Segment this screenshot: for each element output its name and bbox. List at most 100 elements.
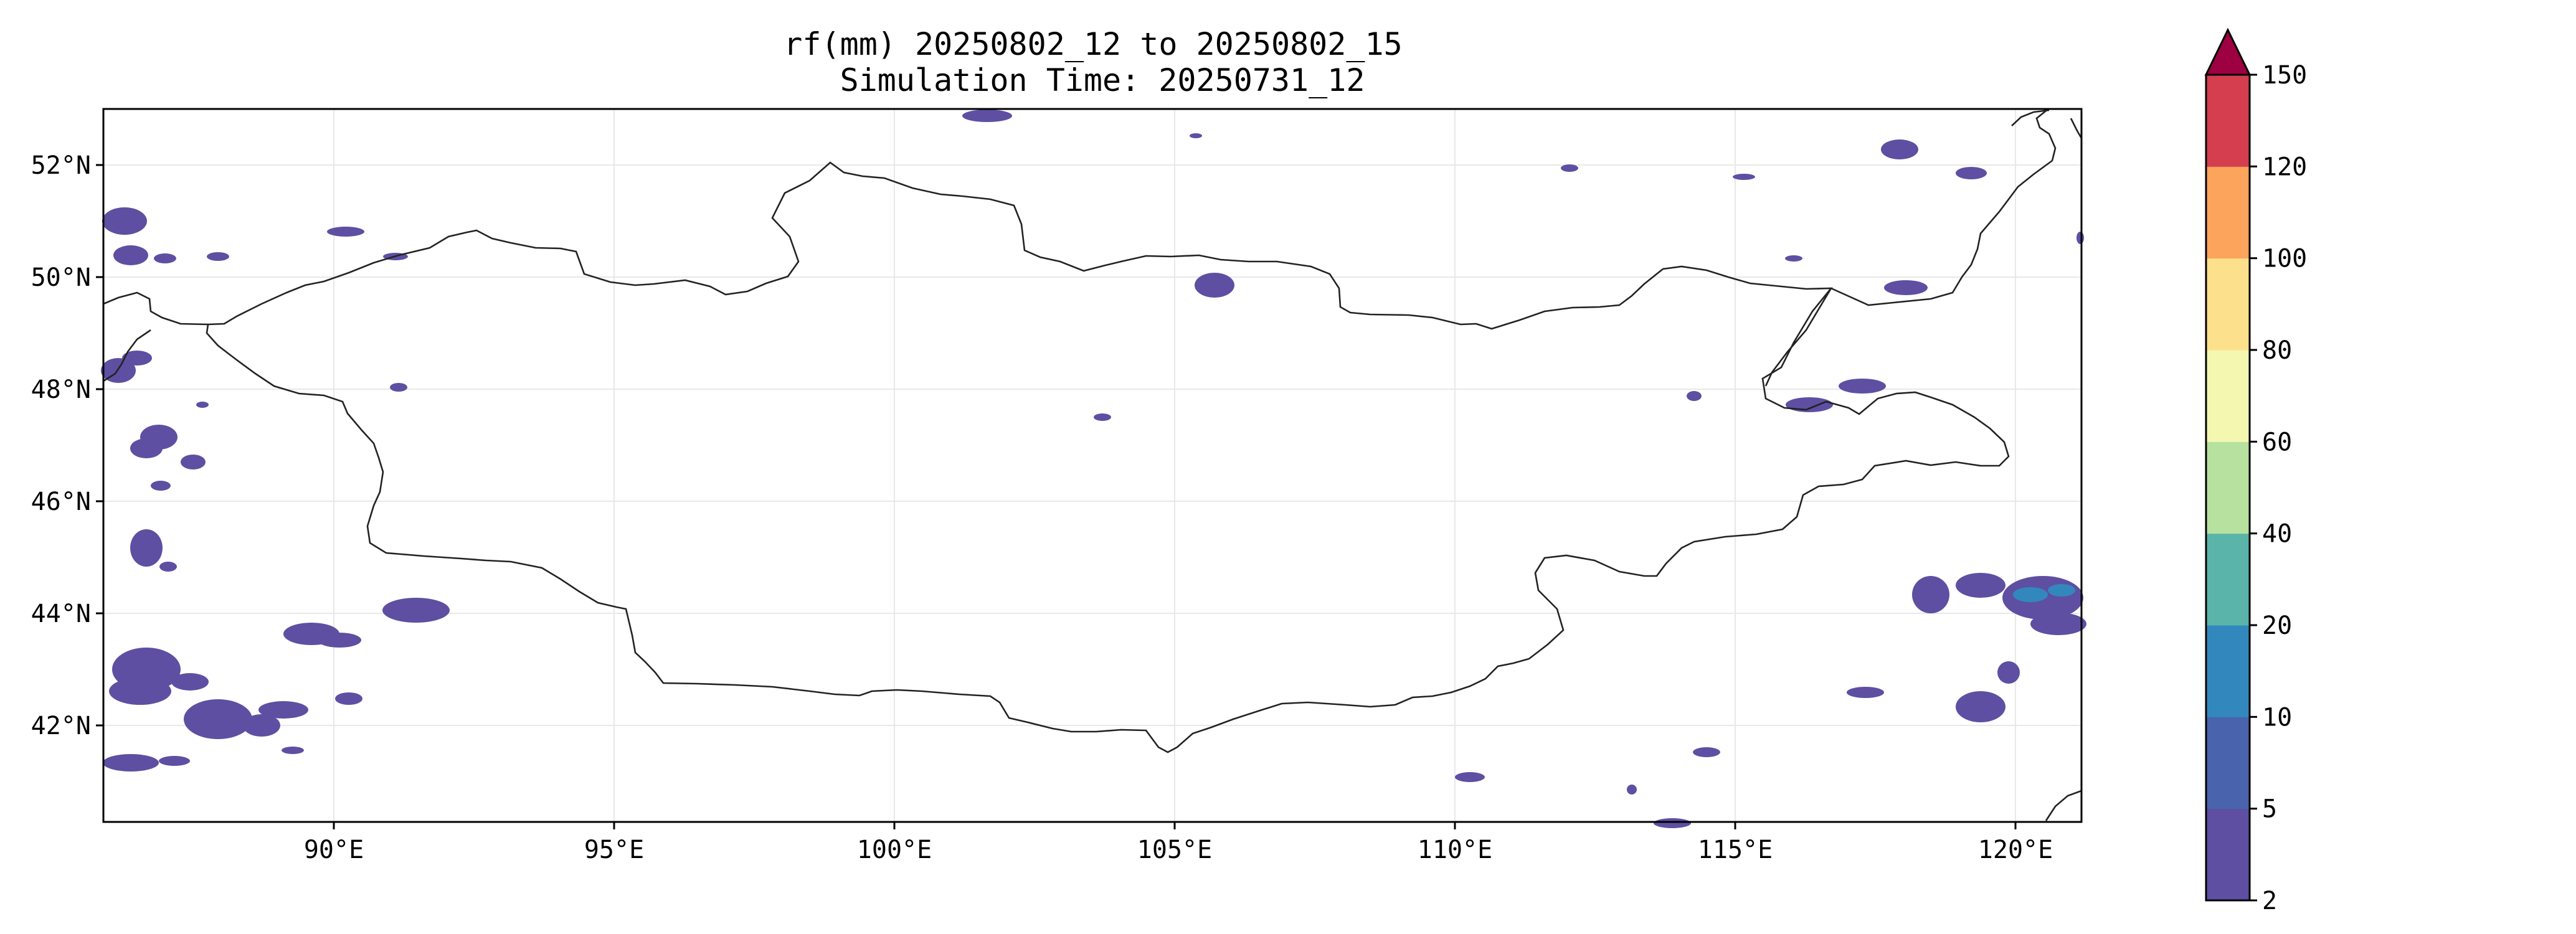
colorbar-segment	[2206, 441, 2250, 534]
colorbar-segment	[2206, 717, 2250, 809]
rain-patch	[159, 756, 190, 766]
colorbar-segment	[2206, 350, 2250, 442]
y-tick-label: 44°N	[31, 600, 91, 628]
colorbar-tick-label: 2	[2262, 887, 2277, 915]
colorbar: 2 5 10 20 40 60 80 100 120 150	[2204, 27, 2307, 915]
rain-patch	[1786, 397, 1833, 412]
rain-patch	[1956, 691, 2005, 722]
y-tick-label: 42°N	[31, 712, 91, 740]
x-tick-label: 90°E	[304, 836, 364, 864]
colorbar-tick-label: 60	[2262, 428, 2292, 456]
border-se-corner	[2045, 790, 2082, 821]
colorbar-tick-label: 10	[2262, 703, 2292, 732]
colorbar-tick-label: 20	[2262, 611, 2292, 640]
y-tick-label: 50°N	[31, 263, 91, 292]
colorbar-tick-label: 80	[2262, 336, 2292, 365]
border-ne-top	[2011, 109, 2050, 126]
rain-patch	[390, 383, 407, 392]
rain-patch	[2076, 232, 2084, 244]
colorbar-frame	[2205, 73, 2251, 902]
rain-patch	[1785, 255, 1802, 262]
colorbar-segment	[2206, 258, 2250, 351]
rain-patch	[130, 438, 163, 458]
map-frame	[102, 108, 2083, 823]
x-tick-label: 95°E	[584, 836, 644, 864]
rain-patch	[1627, 785, 1637, 795]
rain-patch	[1997, 661, 2020, 684]
rain-patch	[1094, 413, 1111, 421]
rain-patch	[181, 455, 206, 469]
map-panel: 90°E 95°E 100°E 105°E 110°E 115°E 120°E 52°N 50°…	[31, 108, 2086, 864]
colorbar-tick-label: 150	[2262, 61, 2307, 90]
rain-patch	[1884, 280, 1928, 295]
rain-patch	[258, 701, 308, 719]
rain-patch	[113, 245, 148, 265]
rain-patch	[159, 562, 177, 572]
rain-patch	[1190, 133, 1202, 138]
rain-patch	[1195, 273, 1234, 298]
x-tick-label: 120°E	[1978, 836, 2053, 864]
rain-patch	[207, 252, 229, 261]
rain-patch	[171, 673, 209, 691]
colorbar-segments	[2204, 27, 2252, 902]
map-background	[103, 109, 2081, 822]
rain-patch	[1847, 687, 1884, 698]
y-tick-label: 48°N	[31, 375, 91, 404]
x-tick-label: 105°E	[1137, 836, 1212, 864]
rain-patch	[1839, 379, 1886, 394]
country-border	[206, 161, 2010, 753]
border-ne-edge	[2070, 118, 2083, 139]
colorbar-segment	[2206, 625, 2250, 717]
colorbar-tick-label: 40	[2262, 520, 2292, 549]
border-ne-branch	[1764, 288, 1832, 387]
rain-patch	[1912, 576, 1949, 613]
axis-ticks: 90°E 95°E 100°E 105°E 110°E 115°E 120°E 52°N 50°…	[31, 151, 2053, 864]
border-northeast	[1830, 110, 2057, 306]
plot-title-line2: Simulation Time: 20250731_12	[840, 62, 1365, 98]
rain-patch	[1881, 139, 1918, 159]
rain-patch	[318, 633, 361, 648]
colorbar-segment	[2206, 75, 2250, 167]
border-west	[103, 291, 209, 326]
rain-patch	[1693, 747, 1720, 757]
rain-patch	[1687, 391, 1702, 401]
colorbar-ticks: 2 5 10 20 40 60 80 100 120 150	[2250, 61, 2307, 915]
x-tick-label: 100°E	[857, 836, 932, 864]
colorbar-tick-label: 5	[2262, 795, 2277, 824]
rain-patch	[1561, 164, 1578, 172]
rain-patch	[109, 677, 171, 705]
rain-patch	[1956, 167, 1987, 179]
rain-patch	[2030, 613, 2086, 635]
y-tick-label: 52°N	[31, 151, 91, 180]
colorbar-segment	[2206, 808, 2250, 901]
rain-patch	[196, 402, 209, 408]
colorbar-tick-label: 120	[2262, 153, 2307, 181]
rain-patch-medium	[2048, 584, 2075, 597]
x-tick-label: 110°E	[1418, 836, 1492, 864]
colorbar-segment	[2206, 533, 2250, 626]
colorbar-tick-label: 100	[2262, 245, 2307, 273]
x-tick-label: 115°E	[1698, 836, 1773, 864]
colorbar-segment	[2206, 166, 2250, 259]
rain-patch	[327, 227, 364, 237]
rain-patch	[335, 692, 362, 705]
rain-patch	[102, 207, 147, 235]
rain-patch	[154, 253, 176, 263]
rain-patch	[151, 481, 171, 491]
rain-patch	[1733, 174, 1755, 180]
rain-patch	[1455, 772, 1485, 782]
rain-patch	[282, 747, 304, 754]
plot-title-line1: rf(mm) 20250802_12 to 20250802_15	[784, 26, 1402, 62]
colorbar-extend-arrow	[2204, 27, 2252, 76]
border-west-south	[103, 329, 151, 382]
rain-patch-medium	[2013, 587, 2048, 602]
rain-patch	[1956, 573, 2005, 598]
y-tick-label: 46°N	[31, 488, 91, 516]
rainfall-patches	[101, 110, 2086, 828]
rain-patch	[103, 754, 159, 771]
rain-patch	[122, 351, 152, 366]
rain-patch	[243, 714, 280, 737]
rain-patch	[1654, 818, 1691, 828]
rain-patch	[382, 598, 450, 623]
